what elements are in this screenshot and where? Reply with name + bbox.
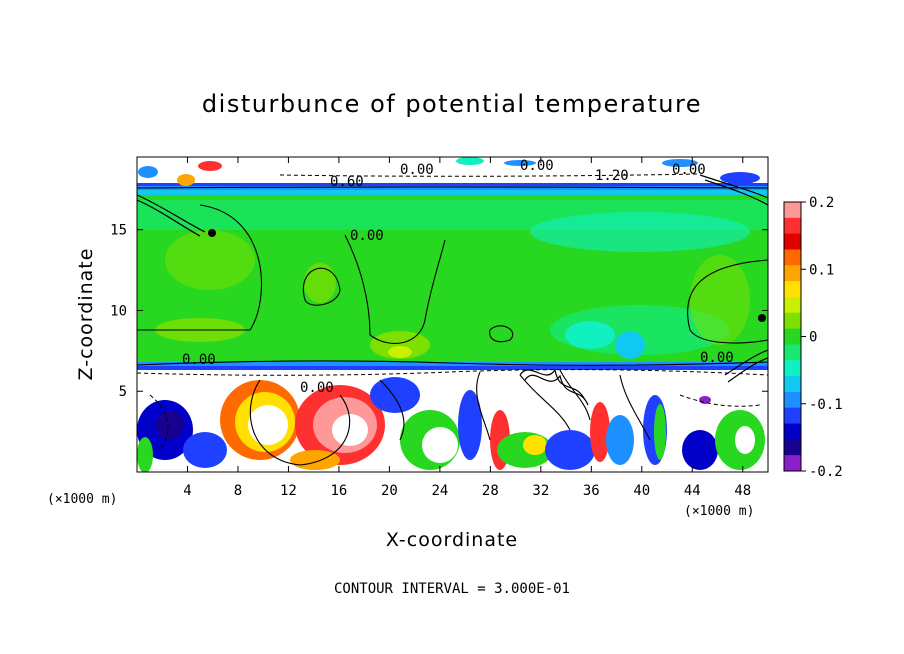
colorbar-swatch (784, 249, 801, 266)
chart-title: disturbunce of potential temperature (202, 90, 702, 118)
y-tick-label: 10 (110, 303, 127, 319)
contour-label: 0.00 (672, 162, 706, 178)
contour-label: 0.60 (330, 174, 364, 190)
x-tick-label: 4 (183, 483, 191, 499)
x-tick-label: 8 (234, 483, 242, 499)
colorbar-swatch (784, 439, 801, 456)
x-tick-label: 20 (381, 483, 398, 499)
colorbar-ticks: 0.2 0.1 0 -0.1 -0.2 (801, 195, 843, 480)
x-tick-label: 48 (734, 483, 751, 499)
y-axis: 5 10 15 (110, 223, 768, 400)
contour-label: 0.00 (700, 350, 734, 366)
contour-interval-note: CONTOUR INTERVAL = 3.000E-01 (334, 581, 570, 597)
colorbar-tick-label: 0 (809, 330, 817, 346)
colorbar-swatch (784, 233, 801, 250)
contour-label: 1.20 (595, 168, 629, 184)
colorbar-swatch (784, 455, 801, 472)
heatmap-field (137, 157, 768, 472)
x-tick-label: 16 (330, 483, 347, 499)
x-unit-label: (×1000 m) (47, 492, 117, 507)
colorbar-tick-label: 0.1 (809, 262, 834, 278)
colorbar-swatch (784, 265, 801, 282)
contour-label: 0.00 (520, 158, 554, 174)
colorbar-swatch (784, 376, 801, 393)
colorbar-swatch (784, 296, 801, 314)
contour-label: 0.00 (400, 162, 434, 178)
x-tick-label: 12 (280, 483, 297, 499)
contour-label: 0.00 (300, 380, 334, 396)
contour-labels: 0.00 0.00 0.00 0.00 0.60 0.00 1.20 0.00 … (182, 158, 734, 396)
colorbar-swatch (784, 423, 801, 440)
x-tick-label: 36 (583, 483, 600, 499)
x-axis-label: X-coordinate (386, 529, 518, 551)
colorbar-swatch (784, 281, 801, 298)
x-axis: 4 8 12 16 20 24 28 32 36 40 44 48 (183, 157, 751, 499)
colorbar-swatch (784, 202, 801, 219)
colorbar-swatch (784, 344, 801, 361)
y-axis-label: Z-coordinate (75, 248, 97, 381)
x-tick-label: 32 (532, 483, 549, 499)
x-tick-label: 28 (482, 483, 499, 499)
colorbar-swatch (784, 391, 801, 409)
contour-label: 0.00 (182, 352, 216, 368)
x-tick-label: 44 (684, 483, 701, 499)
colorbar-swatch (784, 328, 801, 345)
colorbar-tick-label: -0.2 (809, 464, 843, 480)
plot-frame (136, 156, 769, 473)
x-tick-label: 24 (431, 483, 448, 499)
y-tick-label: 15 (110, 223, 127, 239)
colorbar (783, 201, 802, 472)
y-tick-label: 5 (119, 384, 127, 400)
colorbar-tick-label: 0.2 (809, 195, 834, 211)
x-tick-label: 40 (633, 483, 650, 499)
colorbar-tick-label: -0.1 (809, 397, 843, 413)
colorbar-swatch (784, 360, 801, 377)
colorbar-swatch (784, 407, 801, 425)
y-unit-label: (×1000 m) (684, 504, 754, 519)
contour-label: 0.00 (350, 228, 384, 244)
colorbar-swatch (784, 312, 801, 330)
colorbar-swatch (784, 217, 801, 235)
